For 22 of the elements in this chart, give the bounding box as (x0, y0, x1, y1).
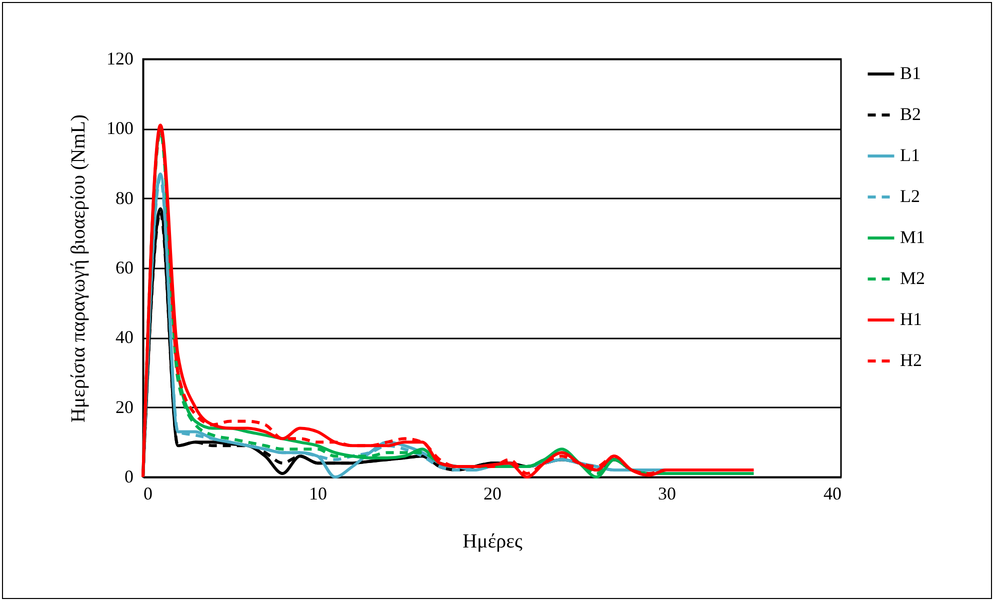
y-axis-title: Ημερίσια παραγωγή βιοαερίου (NmL) (68, 114, 90, 423)
legend-label: L2 (900, 186, 920, 206)
legend-label: B2 (900, 104, 922, 124)
legend-label: H1 (900, 309, 922, 329)
legend-label: B1 (900, 63, 922, 83)
x-axis-title: Ημέρες (462, 530, 523, 552)
x-tick-label: 0 (144, 484, 152, 504)
y-tick-label: 60 (116, 258, 134, 278)
y-tick-label: 40 (116, 327, 134, 348)
y-tick-label: 120 (106, 48, 134, 68)
y-tick-label: 20 (116, 396, 134, 417)
x-tick-label: 10 (309, 484, 327, 504)
legend-label: M1 (900, 227, 926, 247)
y-tick-label: 100 (106, 118, 134, 138)
legend-label: M2 (900, 268, 926, 288)
y-tick-label: 80 (116, 188, 134, 208)
y-tick-label: 0 (124, 466, 134, 486)
x-tick-label: 20 (484, 484, 502, 504)
x-tick-label: 40 (824, 484, 842, 504)
legend-label: L1 (900, 145, 920, 165)
legend-label: H2 (900, 350, 922, 370)
x-tick-label: 30 (658, 484, 676, 504)
